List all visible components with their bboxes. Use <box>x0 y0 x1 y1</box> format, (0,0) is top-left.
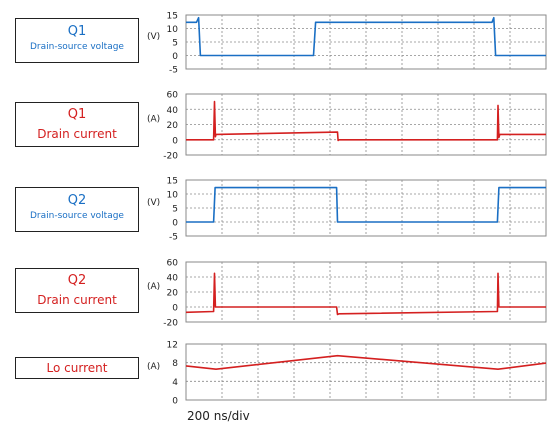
label-q1-id-sub: Drain current <box>37 127 117 141</box>
chart-4-ytick-label: 12 <box>167 341 178 351</box>
timebase-label: 200 ns/div <box>187 409 250 423</box>
chart-1-ytick-label: 20 <box>167 121 179 131</box>
chart-2-ytick-label: 10 <box>167 191 179 201</box>
chart-3-ytick-label: 60 <box>167 259 179 269</box>
chart-1-series-line <box>186 100 546 142</box>
chart-4-ytick-label: 8 <box>172 359 178 369</box>
chart-1-ytick-label: -20 <box>163 152 178 162</box>
chart-4-series-line <box>185 354 547 371</box>
chart-3-ytick-label: 0 <box>172 304 178 314</box>
chart-0-ytick-label: -5 <box>169 66 178 76</box>
chart-4-unit-label: (A) <box>147 362 160 372</box>
chart-1-ytick-label: 60 <box>167 91 179 101</box>
chart-1-ytick-label: 40 <box>167 106 179 116</box>
label-q2-vds-title: Q2 <box>67 193 87 208</box>
chart-4-ytick-label: 4 <box>172 378 178 388</box>
chart-0-ytick-label: 0 <box>172 52 178 62</box>
chart-2-ytick-label: 5 <box>172 205 178 215</box>
label-q1-id-title: Q1 <box>67 107 87 122</box>
chart-2-ytick-label: 15 <box>167 177 178 187</box>
chart-1-unit-label: (A) <box>147 115 160 125</box>
chart-2-series-line <box>186 186 546 223</box>
chart-0-ytick-label: 15 <box>167 12 178 22</box>
label-q1-vds-sub: Drain-source voltage <box>30 42 124 52</box>
label-q1-vds-title: Q1 <box>67 24 87 39</box>
chart-1-ytick-label: 0 <box>172 136 178 146</box>
chart-2-ytick-label: 0 <box>172 219 178 229</box>
chart-3-ytick-label: 20 <box>167 289 179 299</box>
chart-3-ytick-label: -20 <box>163 319 178 329</box>
chart-3-series-line <box>185 272 546 316</box>
chart-0-series-line <box>186 16 546 57</box>
label-q1-id: Q1 Drain current <box>15 102 139 147</box>
label-q2-vds: Q2 Drain-source voltage <box>15 187 139 232</box>
label-q2-id-title: Q2 <box>67 273 87 288</box>
chart-3-unit-label: (A) <box>147 282 160 292</box>
chart-0-unit-label: (V) <box>147 32 160 42</box>
chart-3-ytick-label: 40 <box>167 274 179 284</box>
label-lo-current: Lo current <box>15 357 139 379</box>
chart-0-ytick-label: 5 <box>172 39 178 49</box>
chart-2-ytick-label: -5 <box>169 233 178 243</box>
chart-2-unit-label: (V) <box>147 198 160 208</box>
label-q2-id-sub: Drain current <box>37 293 117 307</box>
chart-4-ytick-label: 0 <box>172 397 178 407</box>
chart-0-ytick-label: 10 <box>167 25 179 35</box>
label-q2-id: Q2 Drain current <box>15 268 139 313</box>
label-q1-vds: Q1 Drain-source voltage <box>15 18 139 63</box>
label-lo-current-title: Lo current <box>46 361 108 375</box>
label-q2-vds-sub: Drain-source voltage <box>30 211 124 221</box>
